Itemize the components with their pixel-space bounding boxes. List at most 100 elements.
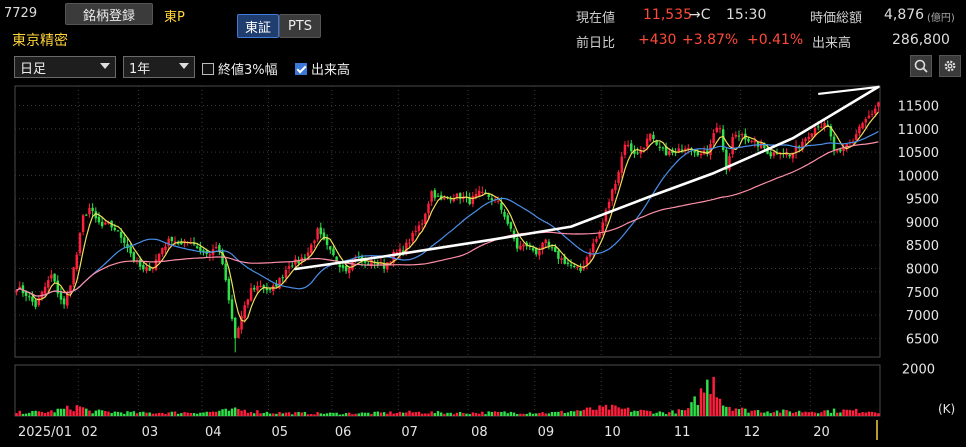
candle-body — [94, 211, 98, 219]
volume-bar — [791, 413, 795, 416]
volume-bar — [731, 410, 734, 416]
candle-body — [538, 250, 541, 256]
candle-body — [310, 244, 313, 253]
volume-bar — [839, 412, 842, 416]
period-select[interactable]: 日足 — [14, 56, 116, 78]
volume-bar — [699, 388, 703, 416]
zoom-button[interactable] — [910, 55, 932, 77]
candle-body — [579, 267, 582, 271]
candle-body — [284, 269, 288, 278]
trend-line — [294, 85, 880, 271]
x-tick-label: 08 — [471, 425, 488, 440]
candle-body — [734, 134, 738, 137]
candle-body — [687, 147, 690, 149]
volume-bar — [801, 412, 804, 416]
volume-bar — [214, 411, 218, 416]
moving-average-line — [16, 111, 879, 322]
volume-bar — [709, 393, 712, 416]
volume-bar — [455, 412, 459, 416]
candle-body — [329, 246, 332, 250]
candle-body — [858, 126, 861, 134]
volume-bar — [611, 404, 614, 416]
volume-bar — [620, 408, 624, 416]
candle-body — [531, 248, 535, 251]
candle-body — [826, 124, 829, 126]
volume-bar — [69, 409, 72, 416]
candle-body — [867, 115, 871, 119]
volume-bar — [287, 412, 291, 416]
volume-bar — [386, 413, 389, 416]
candle-body — [401, 250, 405, 254]
volume-bar — [268, 413, 272, 416]
volume-bar — [199, 412, 202, 416]
candle-body — [772, 152, 776, 156]
volume-option[interactable]: 出来高 — [295, 59, 350, 78]
price-tick-label: 8000 — [906, 263, 939, 278]
candle-body — [709, 144, 712, 156]
x-tick-label: 2025/01 — [18, 425, 72, 440]
volume-bar — [389, 411, 392, 416]
volume-bar — [813, 412, 817, 416]
volume-panel-frame — [14, 364, 881, 417]
volume-bar — [547, 413, 551, 416]
volume-bar — [281, 413, 284, 416]
close-range-checkbox[interactable] — [202, 62, 214, 75]
volume-bar — [566, 412, 570, 416]
volume-bar — [113, 411, 117, 416]
candle-body — [788, 154, 791, 157]
volume-bar — [370, 413, 373, 416]
volume-bar — [870, 411, 874, 416]
volume-bar — [24, 413, 28, 416]
range-select[interactable]: 1年 — [123, 56, 195, 78]
settings-button[interactable] — [939, 55, 961, 77]
volume-bar — [322, 413, 326, 416]
candle-body — [829, 125, 833, 137]
register-stock-button[interactable]: 銘柄登録 — [65, 3, 153, 25]
volume-bar — [297, 412, 300, 416]
candle-body — [573, 265, 576, 267]
volume-bar — [728, 406, 731, 416]
volume-bar — [804, 411, 807, 416]
candle-body — [81, 215, 85, 232]
volume-bar — [614, 405, 617, 416]
volume-checkbox[interactable] — [295, 62, 307, 75]
market-label: 東P — [164, 10, 185, 25]
candle-body — [696, 151, 700, 156]
candle-body — [24, 291, 28, 297]
volume-bar — [623, 408, 627, 416]
volume-bar — [737, 409, 741, 416]
candle-body — [699, 153, 703, 156]
candle-body — [617, 172, 620, 184]
candle-body — [864, 119, 867, 123]
candle-body — [395, 252, 399, 254]
close-range-option[interactable]: 終値3%幅 — [202, 59, 278, 78]
candle-body — [408, 242, 411, 244]
tab-tosho[interactable]: 東証 — [237, 14, 279, 38]
candle-body — [237, 327, 240, 338]
candle-body — [348, 267, 351, 274]
volume-bar — [59, 408, 63, 416]
candle-body — [785, 153, 788, 156]
candle-body — [382, 263, 386, 269]
candle-body — [563, 256, 566, 264]
candle-body — [658, 146, 662, 148]
tab-pts[interactable]: PTS — [279, 14, 321, 38]
volume-bar — [626, 407, 630, 416]
volume-bar — [772, 412, 776, 416]
x-tick-label: 07 — [401, 425, 418, 440]
volume-bar — [126, 411, 129, 416]
volume-bar — [598, 405, 601, 416]
current-price: 11,535 — [643, 7, 692, 23]
volume-bar — [810, 411, 814, 416]
candle-body — [287, 266, 291, 269]
moving-average-line — [16, 141, 879, 297]
candle-body — [630, 143, 633, 152]
x-tick-label: 05 — [271, 425, 288, 440]
candle-body — [604, 210, 608, 222]
candle-body — [157, 253, 161, 262]
volume-bar — [316, 412, 319, 416]
volume-bar — [820, 412, 823, 416]
volume-bar — [405, 412, 408, 416]
volume-bar — [170, 411, 174, 416]
